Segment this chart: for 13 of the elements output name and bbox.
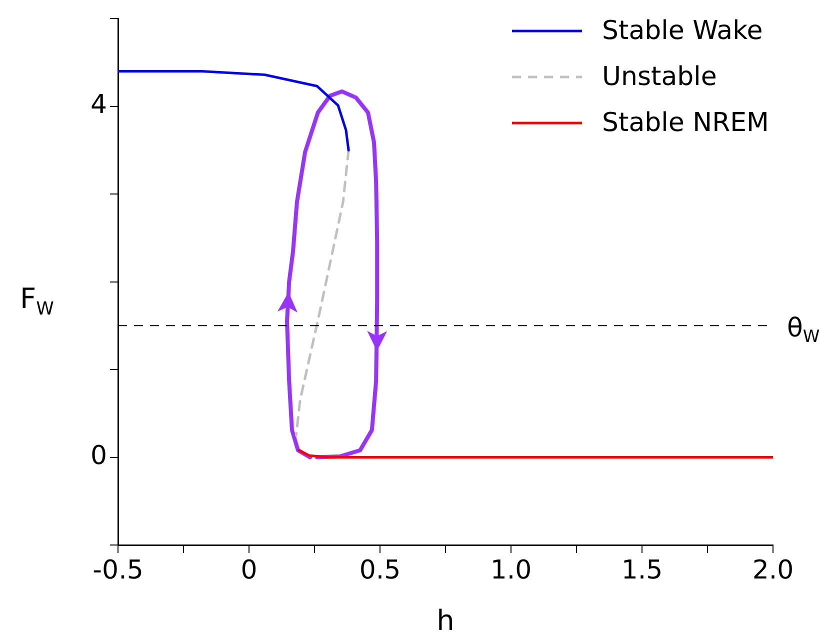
legend-label: Unstable	[602, 62, 717, 92]
x-tick-label: -0.5	[92, 555, 144, 586]
legend-label: Stable NREM	[602, 108, 769, 138]
y-axis-title: F$_{W}$	[20, 282, 54, 320]
y-tick-label: 4	[90, 90, 107, 120]
x-tick-label: 2.0	[752, 555, 794, 586]
x-tick-label: 1.5	[621, 555, 663, 586]
x-tick-label: 1.0	[490, 555, 532, 586]
x-axis-title: h	[436, 604, 456, 637]
x-tick-label: 0	[240, 555, 258, 586]
legend-label: Stable Wake	[602, 16, 763, 46]
line-series	[294, 148, 350, 437]
x-tick-label: 0.5	[359, 555, 401, 586]
